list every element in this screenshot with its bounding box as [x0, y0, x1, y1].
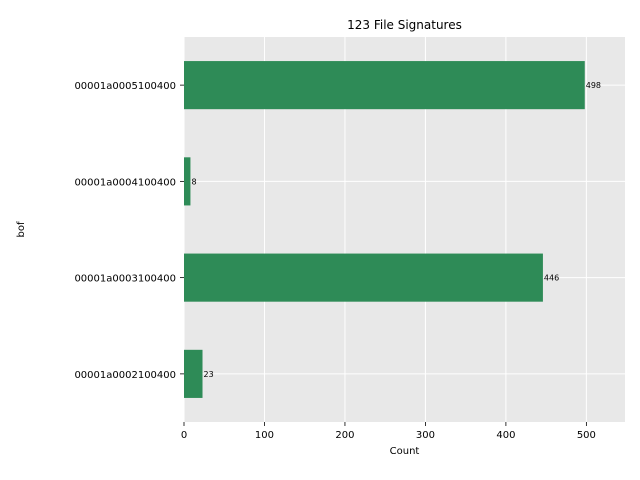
bar-value-label: 23 [204, 370, 214, 379]
x-tick-label: 100 [255, 430, 274, 441]
bars [184, 61, 585, 398]
x-tick-label: 0 [181, 430, 187, 441]
x-tick-label: 400 [496, 430, 515, 441]
chart-title: 123 File Signatures [347, 18, 462, 32]
data-labels: 498 8 446 23 [191, 81, 601, 379]
x-tick-label: 300 [416, 430, 435, 441]
bar [184, 253, 543, 302]
y-axis-label: bof [16, 221, 27, 237]
y-axis-ticks: 00001a0005100400 00001a0004100400 00001a00… [74, 81, 184, 381]
bar [184, 61, 585, 110]
y-tick-label: 00001a0004100400 [74, 177, 176, 188]
x-axis-ticks: 0 100 200 300 400 500 [181, 422, 596, 441]
bar [184, 349, 203, 398]
x-tick-label: 500 [577, 430, 596, 441]
bar [184, 157, 191, 206]
y-tick-label: 00001a0003100400 [74, 274, 176, 285]
y-tick-label: 00001a0002100400 [74, 370, 176, 381]
bar-value-label: 8 [191, 177, 196, 186]
x-tick-label: 200 [335, 430, 354, 441]
bar-value-label: 446 [544, 274, 559, 283]
bar-value-label: 498 [586, 81, 601, 90]
y-tick-label: 00001a0005100400 [74, 81, 176, 92]
x-axis-label: Count [390, 446, 420, 457]
